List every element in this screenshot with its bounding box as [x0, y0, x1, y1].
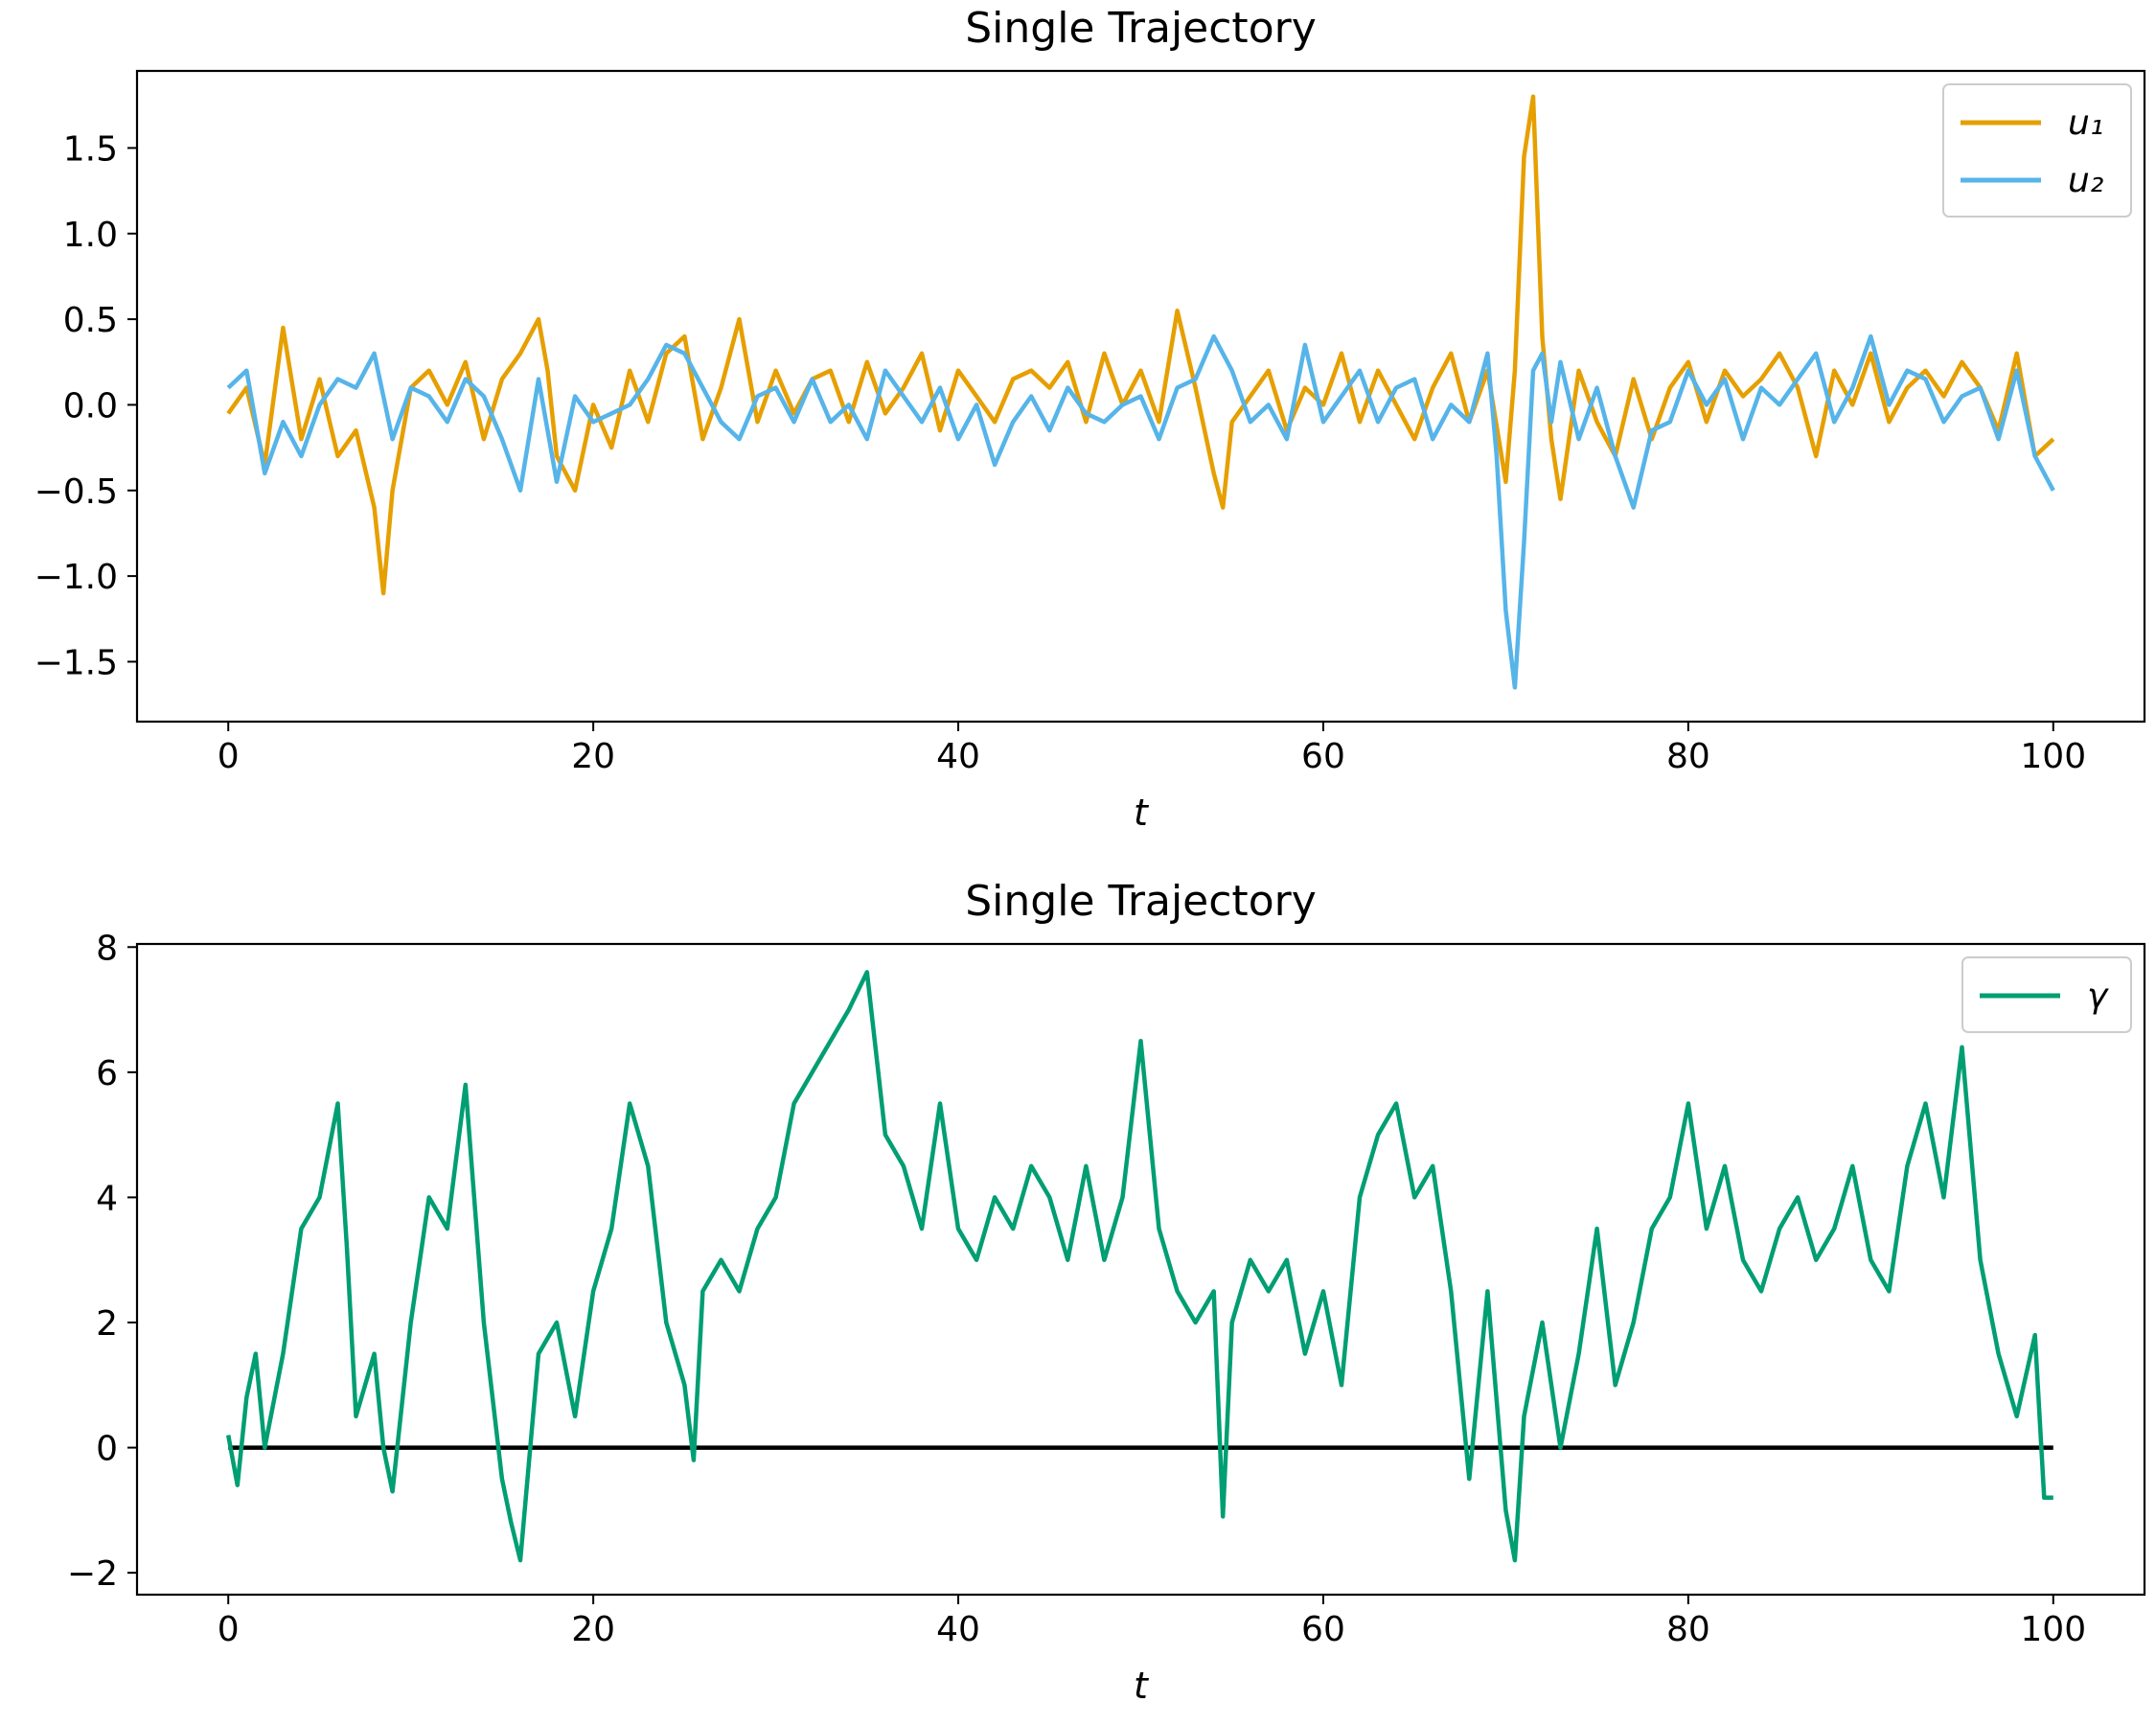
x-tick-label: 40: [936, 1610, 980, 1649]
series-line-1: [226, 334, 2055, 690]
y-tick-label: −2: [67, 1554, 118, 1594]
x-tick-label: 0: [218, 737, 240, 776]
y-tick-label: 4: [96, 1179, 118, 1218]
x-tick-label: 80: [1666, 737, 1710, 776]
y-tick-label: 2: [96, 1304, 118, 1344]
legend: u₁ u₂: [1942, 83, 2132, 218]
y-tick-label: 0: [96, 1430, 118, 1469]
y-tick-label: −1.0: [34, 558, 118, 597]
plot-frame: [135, 69, 2146, 724]
y-tick-label: 1.0: [63, 216, 118, 255]
x-tick-label: 100: [2020, 737, 2086, 776]
y-tick-label: −0.5: [34, 472, 118, 512]
top-panel: Single Trajectory 0 20 40 60 80 100 −1.5 −1.0 −0.…: [34, 4, 2146, 834]
y-tick-label: 0.5: [63, 301, 118, 340]
legend-label: u₁: [2068, 104, 2103, 143]
x-axis-label: t: [1134, 792, 1150, 834]
legend-label: u₂: [2068, 161, 2103, 200]
x-tick-label: 100: [2020, 1610, 2086, 1649]
y-tick-label: 0.0: [63, 386, 118, 426]
x-tick-label: 0: [218, 1610, 240, 1649]
y-tick-label: 8: [96, 929, 118, 968]
y-tick-label: −1.5: [34, 643, 118, 682]
x-tick-label: 60: [1301, 737, 1345, 776]
chart-title: Single Trajectory: [965, 4, 1317, 53]
bottom-panel: Single Trajectory 0 20 40 60 80 100 −2 0 2 4 6 8 t γ: [67, 877, 2146, 1707]
series-line-0: [226, 94, 2055, 596]
y-tick-label: 6: [96, 1054, 118, 1093]
x-tick-label: 40: [936, 737, 980, 776]
legend-label: γ: [2087, 977, 2109, 1016]
legend-box: [1942, 83, 2132, 218]
plot-frame: [135, 942, 2146, 1597]
legend: γ: [1961, 956, 2132, 1033]
chart-title: Single Trajectory: [965, 877, 1317, 926]
x-axis-label: t: [1134, 1665, 1150, 1707]
series-line-0: [225, 970, 2053, 1563]
x-tick-label: 20: [571, 737, 615, 776]
x-tick-label: 80: [1666, 1610, 1710, 1649]
x-tick-label: 20: [571, 1610, 615, 1649]
y-tick-label: 1.5: [63, 129, 118, 169]
x-tick-label: 60: [1301, 1610, 1345, 1649]
